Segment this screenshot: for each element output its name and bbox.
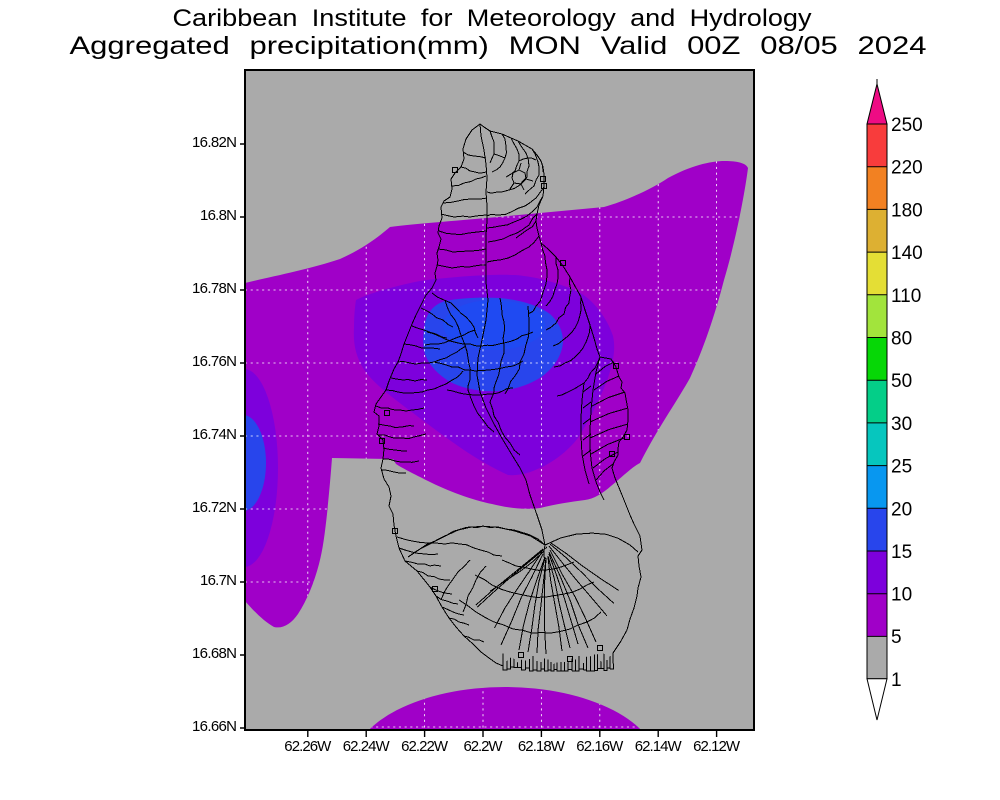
svg-text:30: 30: [891, 414, 912, 435]
svg-text:15: 15: [891, 542, 912, 563]
svg-text:80: 80: [891, 329, 912, 350]
svg-text:16.78N: 16.78N: [192, 280, 237, 297]
svg-text:110: 110: [891, 286, 921, 307]
svg-text:220: 220: [891, 158, 923, 179]
svg-text:10: 10: [891, 585, 912, 606]
svg-text:16.66N: 16.66N: [192, 718, 237, 735]
svg-text:62.22W: 62.22W: [401, 738, 449, 755]
svg-text:Aggregated precipitation(mm) M: Aggregated precipitation(mm) MON Valid 0…: [70, 32, 927, 60]
svg-text:180: 180: [891, 200, 923, 221]
svg-text:25: 25: [891, 457, 912, 478]
svg-text:Caribbean Institute for Meteor: Caribbean Institute for Meteorology and …: [173, 5, 812, 32]
svg-text:16.7N: 16.7N: [200, 572, 237, 589]
svg-text:1: 1: [891, 670, 902, 691]
svg-text:16.82N: 16.82N: [192, 134, 237, 151]
svg-text:5: 5: [891, 627, 902, 648]
svg-text:140: 140: [891, 243, 923, 264]
svg-text:62.24W: 62.24W: [343, 738, 391, 755]
svg-text:50: 50: [891, 371, 912, 392]
svg-text:62.18W: 62.18W: [518, 738, 566, 755]
svg-text:62.26W: 62.26W: [284, 738, 332, 755]
svg-text:16.72N: 16.72N: [192, 499, 237, 516]
svg-text:62.2W: 62.2W: [464, 738, 504, 755]
svg-text:62.12W: 62.12W: [693, 738, 741, 755]
svg-text:20: 20: [891, 499, 912, 520]
svg-text:16.76N: 16.76N: [192, 353, 237, 370]
svg-text:16.68N: 16.68N: [192, 645, 237, 662]
svg-text:62.14W: 62.14W: [635, 738, 683, 755]
svg-text:16.8N: 16.8N: [200, 207, 237, 224]
svg-text:250: 250: [891, 115, 923, 136]
svg-text:62.16W: 62.16W: [576, 738, 624, 755]
svg-text:16.74N: 16.74N: [192, 426, 237, 443]
